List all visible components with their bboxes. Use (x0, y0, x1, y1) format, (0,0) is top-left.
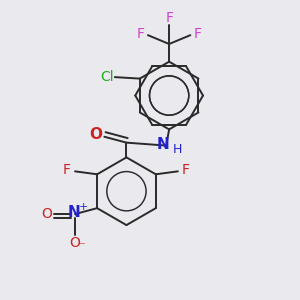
Text: F: F (182, 164, 190, 178)
Text: O: O (70, 236, 80, 250)
Text: F: F (165, 11, 173, 25)
Text: F: F (63, 164, 71, 178)
Text: ⁻: ⁻ (78, 241, 85, 254)
Text: +: + (79, 202, 88, 212)
Text: N: N (67, 205, 80, 220)
Text: F: F (194, 27, 202, 41)
Text: N: N (156, 137, 169, 152)
Text: F: F (136, 27, 145, 41)
Text: H: H (173, 142, 182, 156)
Text: O: O (90, 127, 103, 142)
Text: O: O (42, 207, 52, 221)
Text: Cl: Cl (100, 70, 114, 84)
